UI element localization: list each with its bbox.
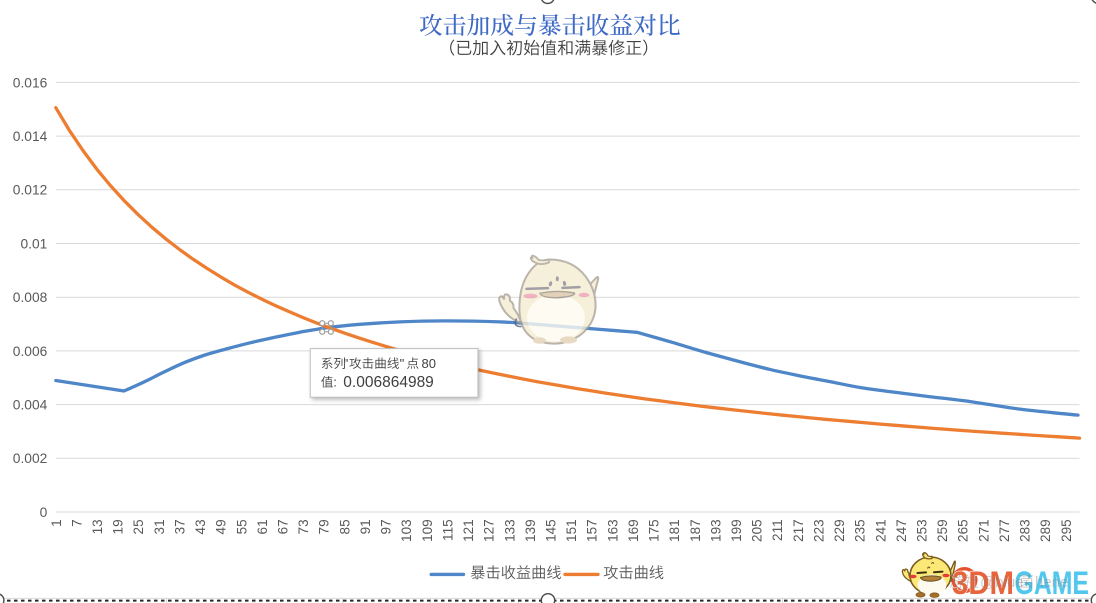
svg-text:289: 289 bbox=[1038, 519, 1053, 542]
svg-text:193: 193 bbox=[708, 519, 723, 542]
svg-text:145: 145 bbox=[544, 519, 559, 542]
svg-text:0.006864989: 0.006864989 bbox=[343, 374, 434, 391]
svg-text:199: 199 bbox=[729, 519, 744, 542]
svg-text:91: 91 bbox=[358, 519, 373, 534]
svg-text:49: 49 bbox=[214, 519, 229, 534]
svg-text:3DM: 3DM bbox=[952, 565, 1014, 601]
svg-text:": " bbox=[344, 356, 349, 371]
svg-text:0.006: 0.006 bbox=[13, 344, 48, 359]
svg-text:0: 0 bbox=[40, 505, 48, 520]
svg-text:253: 253 bbox=[915, 519, 930, 542]
svg-text:103: 103 bbox=[399, 519, 414, 542]
svg-text:79: 79 bbox=[317, 519, 332, 534]
svg-text:277: 277 bbox=[997, 519, 1012, 542]
svg-text:31: 31 bbox=[152, 519, 167, 534]
svg-text:271: 271 bbox=[976, 519, 991, 542]
svg-text::: : bbox=[333, 375, 337, 390]
svg-text:169: 169 bbox=[626, 519, 641, 542]
svg-text:97: 97 bbox=[379, 519, 394, 534]
svg-text:205: 205 bbox=[750, 519, 765, 542]
svg-text:151: 151 bbox=[564, 519, 579, 542]
svg-text:13: 13 bbox=[90, 519, 105, 534]
svg-text:295: 295 bbox=[1059, 519, 1074, 542]
svg-text:127: 127 bbox=[482, 519, 497, 542]
svg-text:80: 80 bbox=[422, 356, 436, 371]
svg-text:175: 175 bbox=[647, 519, 662, 542]
svg-text:115: 115 bbox=[440, 519, 455, 541]
svg-text:25: 25 bbox=[131, 519, 146, 534]
svg-text:0.002: 0.002 bbox=[13, 451, 48, 466]
svg-text:265: 265 bbox=[956, 519, 971, 542]
svg-text:1: 1 bbox=[49, 519, 64, 527]
svg-text:55: 55 bbox=[234, 519, 249, 534]
svg-text:73: 73 bbox=[296, 519, 311, 534]
svg-text:157: 157 bbox=[585, 519, 600, 542]
svg-text:181: 181 bbox=[667, 519, 682, 542]
svg-text:61: 61 bbox=[255, 519, 270, 534]
svg-text:19: 19 bbox=[111, 519, 126, 534]
svg-text:283: 283 bbox=[1018, 519, 1033, 542]
svg-text:0.01: 0.01 bbox=[20, 236, 47, 251]
svg-text:43: 43 bbox=[193, 519, 208, 534]
svg-text:109: 109 bbox=[420, 519, 435, 542]
svg-text:37: 37 bbox=[173, 519, 188, 534]
svg-text:7: 7 bbox=[69, 519, 84, 527]
svg-text:0.012: 0.012 bbox=[13, 183, 48, 198]
svg-text:241: 241 bbox=[873, 519, 888, 542]
svg-text:235: 235 bbox=[853, 519, 868, 542]
svg-text:0.016: 0.016 bbox=[13, 75, 48, 90]
svg-text:163: 163 bbox=[605, 519, 620, 542]
svg-text:@blue: @blue bbox=[980, 574, 1024, 591]
svg-text:223: 223 bbox=[811, 519, 826, 542]
svg-text:0.004: 0.004 bbox=[13, 398, 48, 413]
svg-text:67: 67 bbox=[276, 519, 291, 534]
svg-text:0.014: 0.014 bbox=[13, 129, 48, 144]
svg-text:247: 247 bbox=[894, 519, 909, 542]
svg-text:hene: hene bbox=[1035, 574, 1068, 591]
svg-text:85: 85 bbox=[337, 519, 352, 534]
svg-text:": " bbox=[400, 356, 405, 371]
svg-text:0.008: 0.008 bbox=[13, 290, 48, 305]
svg-text:229: 229 bbox=[832, 519, 847, 542]
svg-text:211: 211 bbox=[770, 519, 785, 541]
svg-text:121: 121 bbox=[461, 519, 476, 542]
svg-text:139: 139 bbox=[523, 519, 538, 542]
svg-text:187: 187 bbox=[688, 519, 703, 542]
svg-text:259: 259 bbox=[935, 519, 950, 542]
svg-text:217: 217 bbox=[791, 519, 806, 542]
svg-text:133: 133 bbox=[502, 519, 517, 542]
